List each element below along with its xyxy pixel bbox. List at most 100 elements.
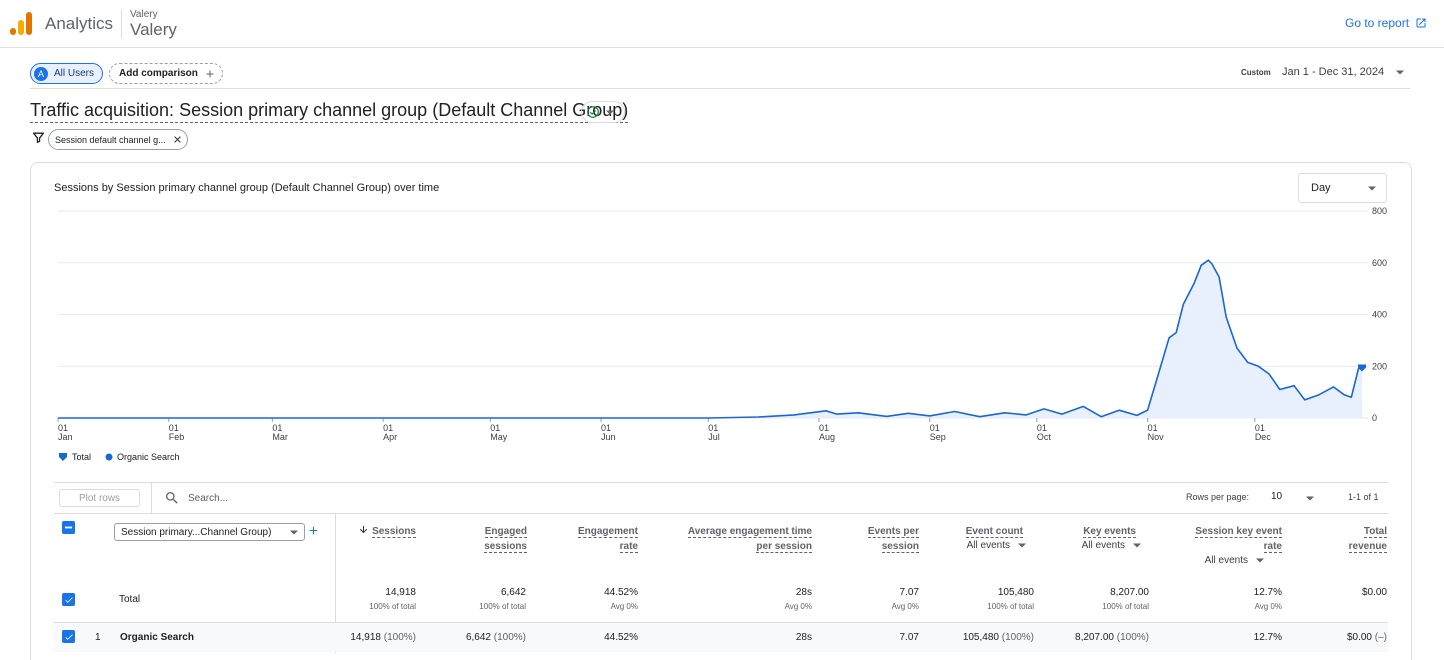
cell-engagement-rate: 44.52% — [604, 632, 638, 643]
x-tick-month: Oct — [1037, 432, 1052, 442]
total-avg-engagement-time: 28s Avg 0% — [785, 587, 812, 611]
x-tick-day: 01 — [169, 423, 179, 433]
rows-per-page-select[interactable]: 10 — [1271, 491, 1315, 502]
x-tick-month: May — [490, 432, 508, 442]
report-title[interactable]: Traffic acquisition: Session primary cha… — [30, 100, 629, 123]
add-dimension-icon[interactable] — [307, 524, 320, 537]
column-header-engagement-rate[interactable]: Engagement rate — [577, 526, 638, 553]
column-header-avg-engagement-time[interactable]: Average engagement time per session — [687, 526, 812, 553]
chart-title: Sessions by Session primary channel grou… — [54, 182, 440, 194]
filter-chip[interactable]: Session default channel g... — [48, 129, 188, 150]
column-header-event-count[interactable]: Event count — [965, 526, 1023, 538]
cell-session-key-event-rate: 12.7% — [1253, 632, 1282, 643]
granularity-select[interactable]: Day — [1298, 173, 1387, 203]
column-header-sessions[interactable]: Sessions — [358, 524, 416, 539]
total-row-checkbox[interactable] — [62, 593, 75, 606]
x-tick-day: 01 — [708, 423, 718, 433]
total-value: $0.00 — [1361, 587, 1387, 598]
plus-icon — [206, 70, 214, 77]
table-row[interactable] — [54, 622, 1388, 652]
total-event-count: 105,480 100% of total — [987, 587, 1034, 611]
pagination-label: 1-1 of 1 — [1348, 492, 1379, 502]
granularity-value: Day — [1311, 182, 1331, 194]
column-header-engaged-sessions[interactable]: Engaged sessions — [484, 526, 527, 553]
column-header-total-revenue[interactable]: Total revenue — [1348, 526, 1387, 553]
sort-descending-icon — [359, 525, 368, 534]
total-value: 28s — [795, 587, 812, 598]
column-header-key-events[interactable]: Key events — [1083, 526, 1136, 538]
column-header-session-key-event-rate[interactable]: Session key event rate — [1195, 526, 1282, 553]
total-sub: 100% of total — [479, 602, 526, 611]
rows-per-page-value: 10 — [1271, 491, 1283, 502]
column-header-events-per-session[interactable]: Events per session — [867, 526, 919, 553]
series-area-organic-search — [58, 260, 1362, 418]
total-sub: 100% of total — [987, 602, 1034, 611]
filter-chip-label: Session default channel g... — [55, 134, 166, 145]
select-all-checkbox[interactable] — [62, 521, 75, 534]
cell-engaged-sessions: 6,642 (100%) — [465, 632, 526, 643]
go-to-report-link[interactable]: Go to report — [1345, 16, 1427, 30]
go-to-report-label: Go to report — [1345, 16, 1410, 30]
total-session-key-event-rate: 12.7% Avg 0% — [1254, 587, 1282, 611]
dimension-select-label: Session primary...Channel Group) — [121, 526, 272, 538]
date-range-picker[interactable]: Jan 1 - Dec 31, 2024 — [1282, 66, 1405, 78]
x-tick-day: 01 — [1255, 423, 1265, 433]
report-status-menu[interactable] — [581, 101, 625, 123]
header-divider — [121, 10, 122, 38]
divider — [54, 513, 1388, 514]
x-tick-month: Sep — [930, 432, 946, 442]
cell-events-per-session: 7.07 — [899, 632, 919, 643]
session-key-event-rate-filter[interactable]: All events — [1205, 555, 1264, 566]
date-custom-label: Custom — [1241, 68, 1271, 77]
series-line-organic-search — [58, 259, 1363, 419]
total-key-events: 8,207.00 100% of total — [1102, 587, 1149, 611]
total-engagement-rate: 44.52% Avg 0% — [604, 587, 638, 611]
top-app-bar: Analytics Valery Valery Go to report — [0, 0, 1444, 48]
property-name[interactable]: Valery — [130, 20, 177, 39]
dropdown-arrow-icon — [1018, 543, 1026, 548]
add-comparison-button[interactable]: Add comparison — [109, 63, 223, 84]
x-tick-month: Jan — [58, 432, 73, 442]
x-tick-day: 01 — [819, 423, 829, 433]
row-dimension-value[interactable]: Organic Search — [120, 632, 194, 643]
cell-event-count: 105,480 (100%) — [962, 632, 1034, 643]
chart-legend: Total Organic Search — [58, 452, 180, 462]
event-filter-label: All events — [1204, 555, 1248, 566]
legend-item-total[interactable]: Total — [58, 452, 91, 462]
search-input[interactable]: Search... — [188, 492, 229, 504]
key-events-filter[interactable]: All events — [1082, 540, 1141, 551]
total-sub: 100% of total — [369, 602, 416, 611]
filter-icon[interactable] — [32, 131, 45, 144]
total-row-label: Total — [119, 594, 141, 605]
total-marker — [1358, 364, 1366, 372]
app-name: Analytics — [45, 14, 114, 33]
x-tick-day: 01 — [58, 423, 68, 433]
legend-item-organic-search[interactable]: Organic Search — [105, 452, 180, 462]
x-tick-month: Nov — [1148, 432, 1165, 442]
indeterminate-icon — [64, 526, 73, 529]
divider — [54, 482, 1388, 483]
event-filter-label: All events — [1081, 540, 1125, 551]
event-filter-label: All events — [966, 540, 1010, 551]
total-sub: Avg 0% — [1254, 602, 1282, 611]
event-count-filter[interactable]: All events — [967, 540, 1026, 551]
y-tick-label: 600 — [1372, 258, 1387, 268]
row-checkbox[interactable] — [62, 630, 75, 643]
sessions-line-chart[interactable]: 800600400200001Jan01Feb01Mar01Apr01May01… — [0, 0, 1444, 460]
x-tick-day: 01 — [490, 423, 500, 433]
segment-chip-all-users[interactable]: A All Users — [30, 63, 104, 84]
plot-rows-button[interactable]: Plot rows — [59, 489, 140, 507]
dropdown-arrow-icon — [606, 110, 614, 114]
x-tick-day: 01 — [601, 423, 611, 433]
row-number: 1 — [95, 632, 101, 643]
add-comparison-label: Add comparison — [119, 68, 198, 79]
divider — [151, 483, 152, 513]
total-revenue: $0.00 — [1362, 587, 1387, 598]
close-icon[interactable] — [172, 134, 183, 145]
x-tick-month: Feb — [169, 432, 185, 442]
cell-sessions: 14,918 (100%) — [350, 632, 416, 643]
table-search[interactable]: Search... — [164, 490, 228, 506]
account-label[interactable]: Valery — [130, 9, 158, 20]
dimension-select[interactable]: Session primary...Channel Group) — [114, 523, 305, 541]
checkmark-icon — [64, 633, 73, 640]
